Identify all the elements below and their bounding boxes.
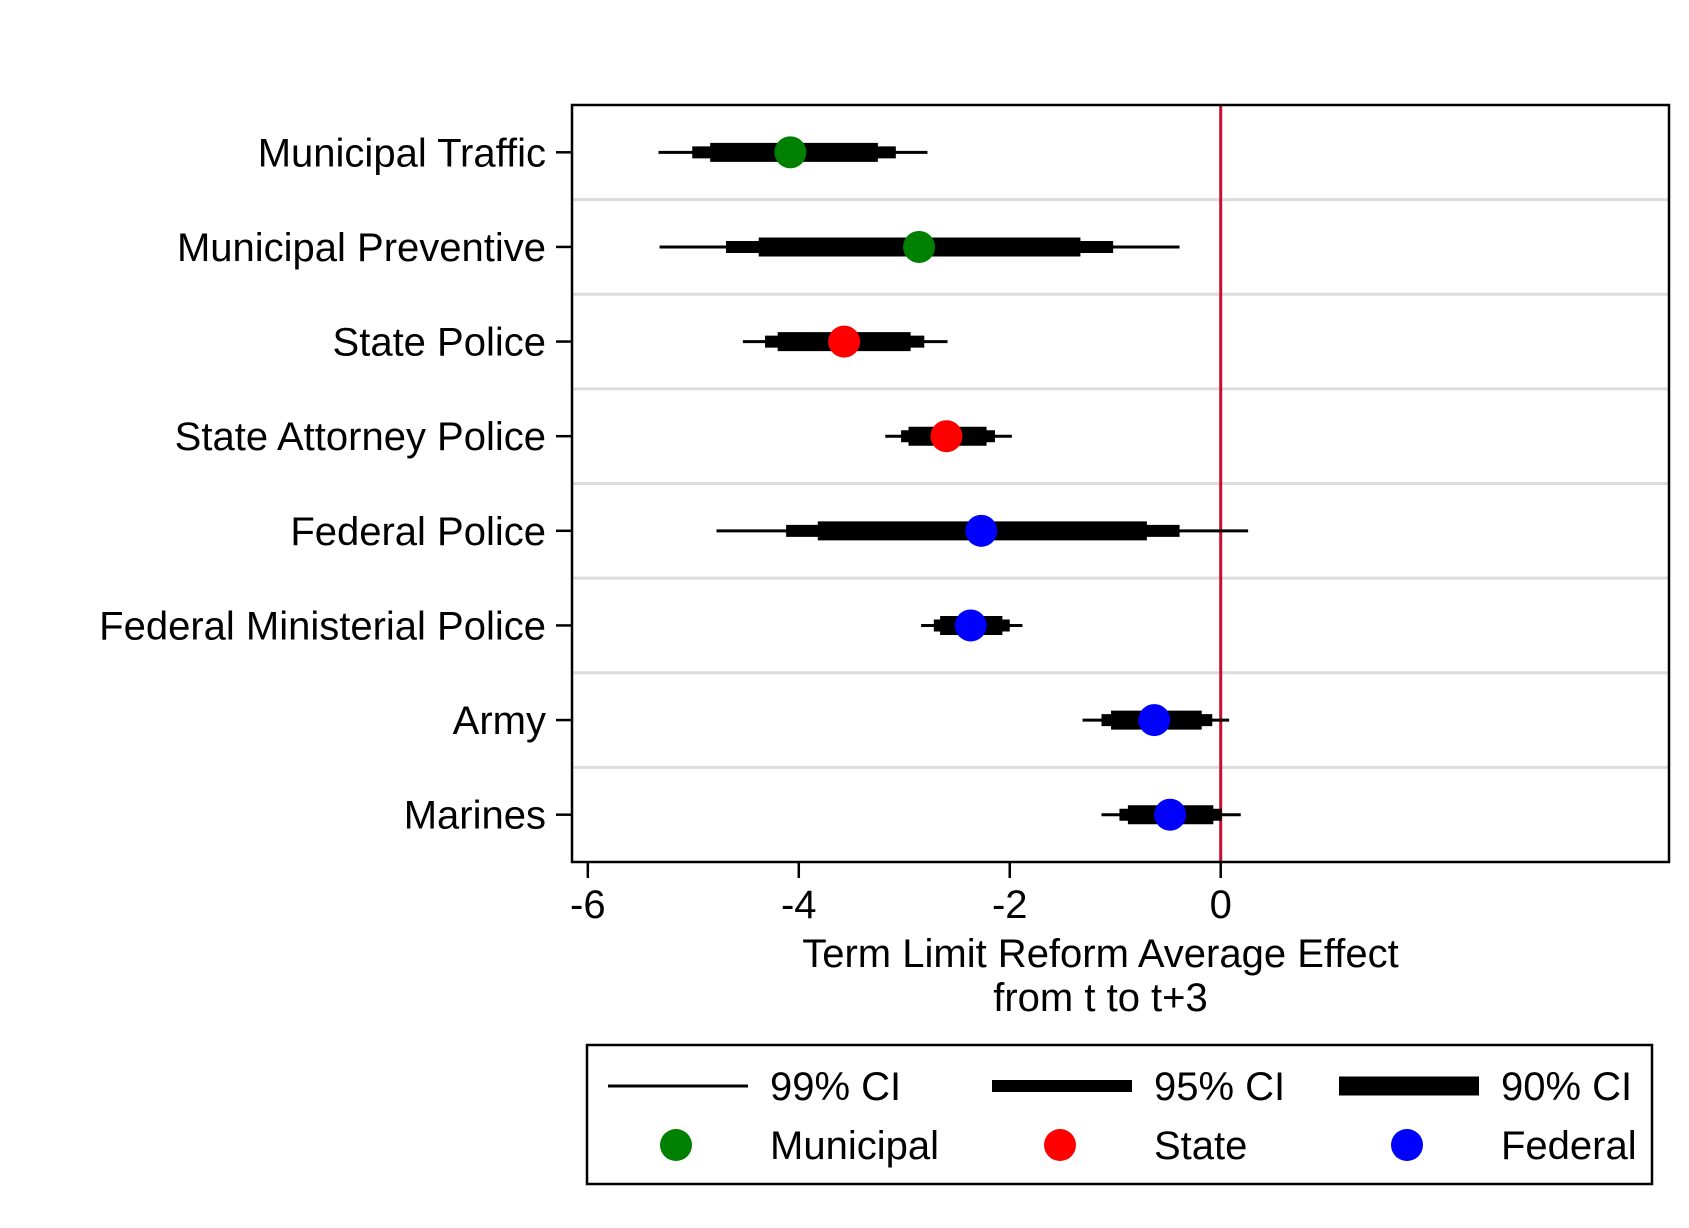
y-category-label-state-attorney-police: State Attorney Police bbox=[175, 415, 546, 459]
x-axis-title-line-2: from t to t+3 bbox=[993, 976, 1208, 1020]
legend: 99% CI 95% CI 90% CI Municipal State Federal bbox=[585, 1043, 1654, 1186]
x-axis: -6 -4 -2 0 bbox=[570, 862, 1232, 927]
y-category-label-state-police: State Police bbox=[333, 321, 546, 365]
x-axis-title-line-1: Term Limit Reform Average Effect bbox=[802, 932, 1399, 976]
legend-label: Federal bbox=[1501, 1124, 1637, 1168]
legend-label: Municipal bbox=[770, 1124, 939, 1168]
legend-label: 95% CI bbox=[1154, 1065, 1285, 1109]
legend-box bbox=[585, 1043, 1654, 1186]
y-category-label-municipal-preventive: Municipal Preventive bbox=[177, 226, 546, 270]
point-estimate-army bbox=[1138, 704, 1171, 737]
legend-marker-state bbox=[1044, 1129, 1076, 1161]
legend-label: State bbox=[1154, 1124, 1247, 1168]
point-estimate-state-police bbox=[828, 325, 861, 358]
point-estimate-municipal-preventive bbox=[903, 230, 936, 263]
y-category-label-federal-ministerial-police: Federal Ministerial Police bbox=[99, 604, 546, 648]
y-category-label-army: Army bbox=[453, 699, 546, 743]
legend-label: 99% CI bbox=[770, 1065, 901, 1109]
y-category-label-federal-police: Federal Police bbox=[290, 510, 546, 554]
legend-marker-federal bbox=[1391, 1129, 1423, 1161]
x-tick-label: 0 bbox=[1210, 883, 1232, 927]
point-estimate-federal-ministerial-police bbox=[954, 609, 987, 642]
y-category-labels: Municipal Traffic Municipal Preventive Sta… bbox=[99, 131, 572, 838]
legend-label: 90% CI bbox=[1501, 1065, 1632, 1109]
gridlines bbox=[572, 198, 1669, 769]
x-tick-label: -4 bbox=[781, 883, 817, 927]
y-category-label-marines: Marines bbox=[404, 794, 546, 838]
plot-frame bbox=[570, 103, 1671, 864]
point-estimates bbox=[774, 136, 1187, 831]
x-tick-label: -6 bbox=[570, 883, 606, 927]
y-category-label-municipal-traffic: Municipal Traffic bbox=[258, 131, 546, 175]
point-estimate-marines bbox=[1154, 798, 1187, 831]
x-axis-title: Term Limit Reform Average Effect from t … bbox=[802, 932, 1399, 1020]
point-estimate-municipal-traffic bbox=[774, 136, 807, 169]
x-tick-label: -2 bbox=[992, 883, 1028, 927]
legend-marker-municipal bbox=[660, 1129, 692, 1161]
point-estimate-state-attorney-police bbox=[930, 420, 963, 453]
point-estimate-federal-police bbox=[965, 514, 998, 547]
